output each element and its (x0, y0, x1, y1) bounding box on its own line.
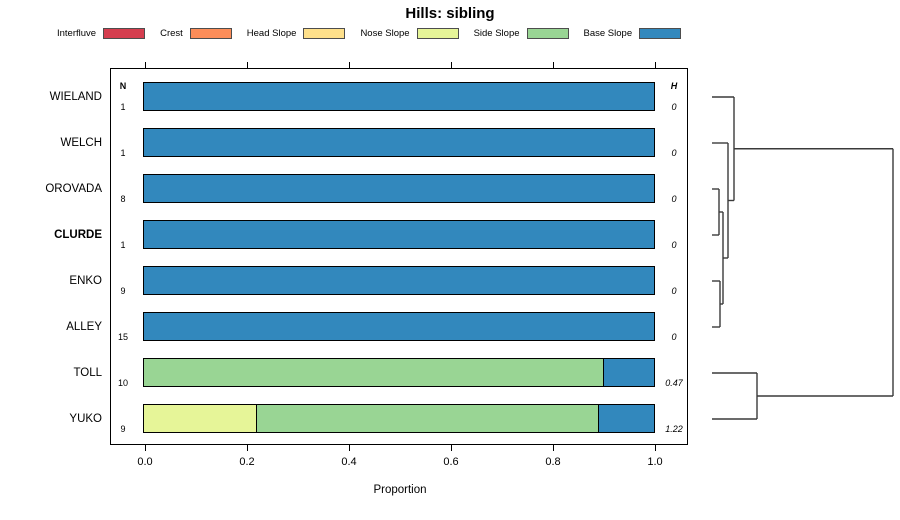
bar-row (143, 312, 656, 341)
legend-entry-nose-slope: Nose Slope (360, 28, 459, 39)
h-value: 0 (671, 332, 677, 342)
x-axis-tick-label: 0.4 (341, 456, 357, 468)
bar-row (143, 82, 656, 111)
plot-area (110, 68, 688, 445)
legend: Interfluve Crest Head Slope Nose Slope Side … (57, 27, 682, 40)
bar-segment-base-slope (144, 83, 655, 110)
n-column-header: N (119, 81, 127, 91)
bar-segment-base-slope (144, 267, 655, 294)
row-label: TOLL (73, 367, 102, 379)
h-value: 0 (671, 148, 677, 158)
bar-segment-base-slope (144, 175, 655, 202)
legend-entry-crest: Crest (160, 28, 232, 39)
n-value: 10 (117, 378, 128, 388)
row-label: YUKO (69, 413, 102, 425)
legend-swatch-icon (103, 28, 146, 39)
legend-swatch-icon (189, 28, 232, 39)
h-value: 0 (671, 194, 677, 204)
x-axis-tick-label: 1.0 (647, 456, 663, 468)
row-label: ENKO (69, 275, 102, 287)
legend-entry-interfluve: Interfluve (57, 28, 146, 39)
h-value: 0 (671, 102, 677, 112)
h-column-header: H (670, 81, 678, 91)
bar-segment-base-slope (144, 221, 655, 248)
x-axis-tick-label: 0.8 (545, 456, 561, 468)
bar-row (143, 404, 656, 433)
x-axis-tick-top (349, 62, 350, 68)
row-label: CLURDE (54, 229, 102, 241)
x-axis-tick-bottom (247, 445, 248, 451)
bar-row (143, 128, 656, 157)
legend-label: Base Slope (583, 28, 633, 39)
bar-segment-side-slope (144, 359, 604, 386)
legend-label: Interfluve (57, 28, 97, 39)
legend-label: Nose Slope (360, 28, 410, 39)
h-value: 0 (671, 286, 677, 296)
bar-segment-base-slope (598, 405, 655, 432)
legend-swatch-icon (416, 28, 459, 39)
bar-segment-base-slope (144, 129, 655, 156)
legend-swatch-icon (639, 28, 682, 39)
bar-row (143, 174, 656, 203)
n-value: 15 (117, 332, 128, 342)
legend-entry-side-slope: Side Slope (474, 28, 569, 39)
legend-swatch-icon (303, 28, 346, 39)
legend-entry-head-slope: Head Slope (247, 28, 346, 39)
x-axis-tick-bottom (553, 445, 554, 451)
legend-swatch-icon (526, 28, 569, 39)
x-axis-tick-top (247, 62, 248, 68)
x-axis-tick-top (655, 62, 656, 68)
x-axis-tick-bottom (145, 445, 146, 451)
x-axis-tick-top (553, 62, 554, 68)
x-axis-tick-bottom (349, 445, 350, 451)
x-axis-label: Proportion (373, 484, 427, 496)
legend-entry-base-slope: Base Slope (584, 28, 682, 39)
bar-segment-nose-slope (144, 405, 257, 432)
legend-label: Head Slope (246, 28, 297, 39)
x-axis-tick-bottom (451, 445, 452, 451)
h-value: 0 (671, 240, 677, 250)
h-value: 0.47 (665, 378, 683, 388)
bar-segment-base-slope (603, 359, 655, 386)
bar-row (143, 220, 656, 249)
bar-segment-base-slope (144, 313, 655, 340)
n-value: 1 (120, 148, 126, 158)
x-axis-tick-label: 0.0 (137, 456, 153, 468)
n-value: 9 (120, 286, 126, 296)
legend-label: Crest (160, 28, 183, 39)
n-value: 1 (120, 240, 126, 250)
x-axis-tick-bottom (655, 445, 656, 451)
n-value: 8 (120, 194, 126, 204)
bar-row (143, 266, 656, 295)
bar-segment-side-slope (256, 405, 599, 432)
row-label: OROVADA (45, 183, 102, 195)
row-label: WIELAND (49, 91, 102, 103)
legend-label: Side Slope (473, 28, 520, 39)
x-axis-tick-top (145, 62, 146, 68)
bar-row (143, 358, 656, 387)
n-value: 9 (120, 424, 126, 434)
x-axis-tick-label: 0.6 (443, 456, 459, 468)
row-label: ALLEY (66, 321, 102, 333)
n-value: 1 (120, 102, 126, 112)
x-axis-tick-top (451, 62, 452, 68)
h-value: 1.22 (665, 424, 683, 434)
row-label: WELCH (60, 137, 102, 149)
chart-title: Hills: sibling (405, 5, 495, 22)
x-axis-tick-label: 0.2 (239, 456, 255, 468)
